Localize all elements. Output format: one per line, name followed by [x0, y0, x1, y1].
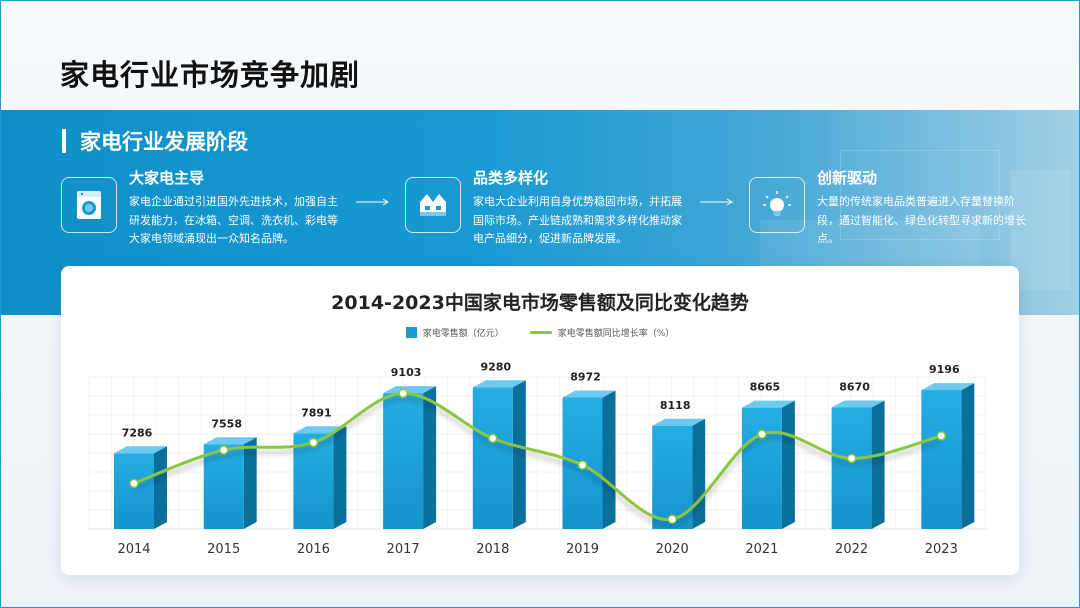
chart-legend: 家电零售额（亿元） 家电零售额同比增长率（%）: [0, 326, 1080, 339]
bar-top: [652, 418, 706, 426]
bar-side: [602, 390, 616, 529]
arrow-right-icon: [356, 198, 389, 206]
factory-icon: [405, 177, 461, 233]
bar: [741, 407, 782, 529]
legend-item-sales: 家电零售额（亿元）: [405, 326, 504, 339]
x-tick-label: 2020: [656, 542, 689, 557]
growth-point: [757, 429, 767, 439]
x-tick-label: 2017: [387, 542, 420, 557]
bar-value-label: 7891: [301, 406, 332, 419]
bar-top: [114, 446, 167, 454]
bar-side: [871, 400, 885, 529]
growth-point: [846, 453, 857, 464]
growth-point: [398, 388, 408, 399]
legend-label: 家电零售额（亿元）: [422, 329, 504, 339]
bar-value-label: 7558: [211, 417, 242, 430]
bar-side: [692, 418, 706, 529]
legend-label: 家电零售额同比增长率（%）: [557, 329, 675, 339]
bar-value-label: 9196: [929, 363, 960, 376]
x-tick-label: 2016: [297, 542, 330, 557]
bar: [921, 390, 962, 529]
growth-point: [577, 460, 588, 470]
bar-side: [243, 437, 257, 529]
page-title: 家电行业市场竞争加剧: [60, 58, 361, 92]
bar-top: [921, 383, 975, 391]
growth-line: [133, 391, 942, 521]
bar-value-label: 7286: [122, 426, 153, 439]
bar: [472, 387, 513, 529]
legend-item-growth: 家电零售额同比增长率（%）: [529, 326, 675, 339]
bar-top: [741, 400, 795, 408]
bar-side: [423, 386, 437, 529]
growth-point: [667, 514, 677, 524]
stage-description: 家电企业通过引进国外先进技术，加强自主研发能力，在冰箱、空调、洗衣机、彩电等大家…: [129, 195, 338, 245]
legend-swatch-line: [529, 331, 552, 334]
x-tick-label: 2015: [207, 542, 240, 557]
bar: [203, 444, 244, 529]
growth-point: [936, 431, 947, 441]
bar: [383, 393, 424, 529]
bar-top: [203, 437, 257, 445]
bar-value-label: 8118: [660, 399, 691, 412]
x-tick-label: 2021: [745, 542, 778, 557]
x-tick-label: 2018: [476, 542, 509, 557]
bar-value-label: 8670: [839, 380, 870, 393]
bar-value-label: 8665: [750, 381, 781, 394]
washing-machine-icon: [61, 177, 117, 233]
growth-point: [129, 478, 139, 489]
x-tick-label: 2023: [925, 542, 958, 557]
bar-top: [831, 400, 885, 408]
bar-side: [154, 446, 167, 529]
bar: [293, 433, 334, 529]
stage-title: 品类多样化: [473, 169, 549, 187]
x-tick-label: 2019: [566, 542, 599, 557]
legend-swatch-bar: [405, 327, 417, 338]
x-tick-label: 2014: [117, 542, 150, 557]
lightbulb-icon: [749, 177, 805, 233]
bar-side: [512, 380, 526, 529]
arrow-right-icon: [700, 198, 733, 206]
stage-title: 大家电主导: [129, 169, 205, 187]
section-heading: 家电行业发展阶段: [62, 126, 248, 156]
growth-point: [488, 433, 498, 444]
bar: [831, 407, 872, 529]
bar: [114, 453, 154, 529]
bar-top: [383, 386, 437, 394]
bar-side: [961, 383, 975, 529]
growth-point: [308, 437, 319, 448]
section-title: 家电行业发展阶段: [80, 130, 248, 154]
bar-value-label: 9103: [391, 366, 422, 379]
stage-description: 大量的传统家电品类普遍进入存量替换阶段，通过智能化、绿色化转型寻求新的增长点。: [817, 195, 1026, 245]
bar-side: [333, 426, 347, 529]
section-bar: [62, 129, 66, 153]
stage-title: 创新驱动: [817, 169, 878, 187]
stage-description: 家电大企业利用自身优势稳固市场，并拓展国际市场。产业链成熟和需求多样化推动家电产…: [473, 195, 682, 245]
bar-side: [781, 400, 795, 529]
growth-point: [218, 445, 229, 455]
bar-value-label: 8972: [570, 370, 601, 383]
bar-top: [562, 390, 616, 398]
x-tick-label: 2022: [835, 542, 868, 557]
bar-value-label: 9280: [480, 360, 511, 373]
bar-top: [472, 380, 526, 388]
chart-title: 2014-2023中国家电市场零售额及同比变化趋势: [331, 292, 749, 314]
